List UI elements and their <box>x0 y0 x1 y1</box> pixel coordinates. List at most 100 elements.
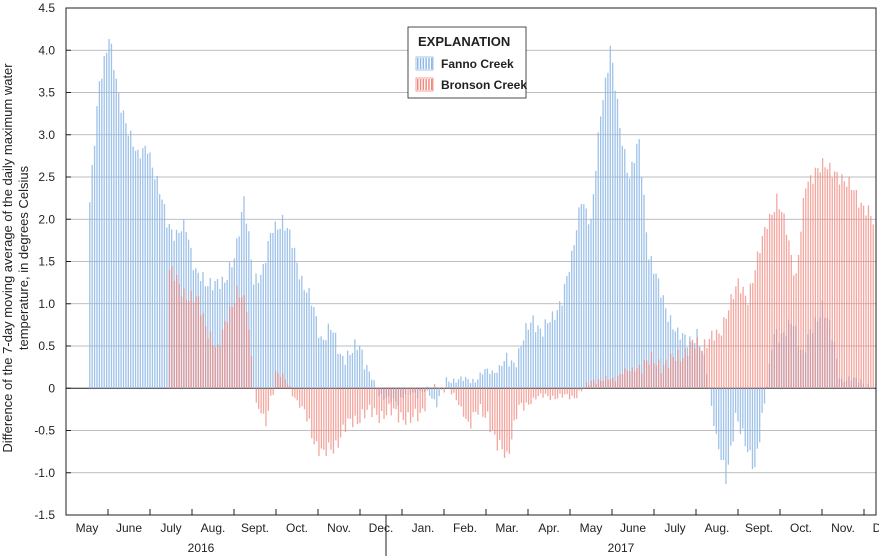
bar <box>366 365 368 389</box>
bar <box>407 388 409 413</box>
bar <box>532 388 535 398</box>
bar <box>499 388 501 440</box>
bar <box>783 213 785 389</box>
bar <box>282 373 284 389</box>
bar <box>294 388 296 398</box>
bar <box>248 231 250 389</box>
bar <box>450 388 453 395</box>
bar <box>552 388 554 396</box>
bar <box>272 232 274 389</box>
bar <box>125 123 127 389</box>
bar <box>412 388 414 417</box>
bar <box>332 388 335 454</box>
bar <box>542 388 544 398</box>
bar <box>590 380 592 389</box>
bar <box>144 145 146 389</box>
bar <box>156 175 158 389</box>
bar <box>455 382 457 389</box>
bar <box>219 288 221 389</box>
x-tick-label: Nov. <box>327 521 351 535</box>
bar <box>137 149 139 389</box>
bar <box>364 388 366 419</box>
bar <box>593 379 595 389</box>
bar <box>665 308 667 389</box>
bar <box>648 364 650 389</box>
bar <box>710 388 713 406</box>
bar <box>534 332 537 389</box>
legend-swatch-stripe <box>431 79 433 90</box>
bar <box>346 350 349 389</box>
bar <box>660 297 662 389</box>
bar <box>546 323 549 389</box>
bar <box>496 388 498 451</box>
legend-swatch-stripe <box>422 58 425 69</box>
bar <box>870 216 872 389</box>
bar <box>349 355 351 389</box>
bar <box>366 388 368 410</box>
bar <box>532 315 534 389</box>
legend-swatch-stripe <box>417 58 419 69</box>
bar <box>824 167 826 389</box>
bar <box>433 388 436 400</box>
legend-swatch-box <box>415 56 434 71</box>
x-tick-label: Oct. <box>790 521 812 535</box>
x-tick-label: Aug. <box>201 521 226 535</box>
bar <box>291 248 293 389</box>
bar <box>178 283 180 389</box>
bar <box>453 388 455 393</box>
legend-swatch-fanno <box>415 56 434 71</box>
bar <box>207 286 209 389</box>
bar <box>737 278 739 389</box>
bar <box>405 388 407 425</box>
bar <box>320 388 323 449</box>
bar <box>679 361 682 389</box>
bar <box>612 377 614 389</box>
bar <box>462 380 464 389</box>
x-tick-label: Aug. <box>705 521 730 535</box>
bar <box>479 388 482 404</box>
bar <box>467 388 470 422</box>
bar <box>342 355 344 389</box>
bar <box>761 235 764 389</box>
bar <box>508 366 510 389</box>
bar <box>513 388 515 421</box>
y-tick-label: 3.5 <box>38 86 55 100</box>
bar <box>636 367 638 389</box>
bar <box>869 388 872 389</box>
legend-swatch-bronson <box>415 77 434 92</box>
bar <box>602 380 604 389</box>
bar <box>238 297 241 389</box>
bar <box>118 93 120 389</box>
bar <box>455 388 457 401</box>
x-tick-label: July <box>160 521 181 535</box>
bar <box>793 275 795 389</box>
bar <box>515 367 517 389</box>
bar <box>554 388 556 400</box>
bar <box>305 292 308 389</box>
bar <box>260 388 262 414</box>
bar <box>858 207 860 389</box>
bar <box>229 306 231 389</box>
bar <box>554 319 556 389</box>
bar <box>277 229 279 389</box>
legend-swatch-box <box>415 77 434 92</box>
bar <box>778 209 780 389</box>
bar <box>397 388 400 423</box>
bar <box>489 373 491 389</box>
legend-swatch-stripe <box>425 58 427 69</box>
bar <box>575 230 578 389</box>
bar <box>819 172 821 389</box>
bar <box>265 388 267 427</box>
bar <box>506 352 508 389</box>
bar <box>650 352 653 389</box>
bar <box>93 145 96 389</box>
bar <box>720 335 723 389</box>
bar <box>496 372 498 389</box>
bar <box>195 296 197 389</box>
bar <box>735 286 737 389</box>
bar <box>751 388 754 470</box>
y-tick-label: 4.0 <box>38 43 55 57</box>
bar <box>571 250 573 389</box>
bar <box>243 294 245 389</box>
x-tick-label: Mar. <box>495 521 518 535</box>
